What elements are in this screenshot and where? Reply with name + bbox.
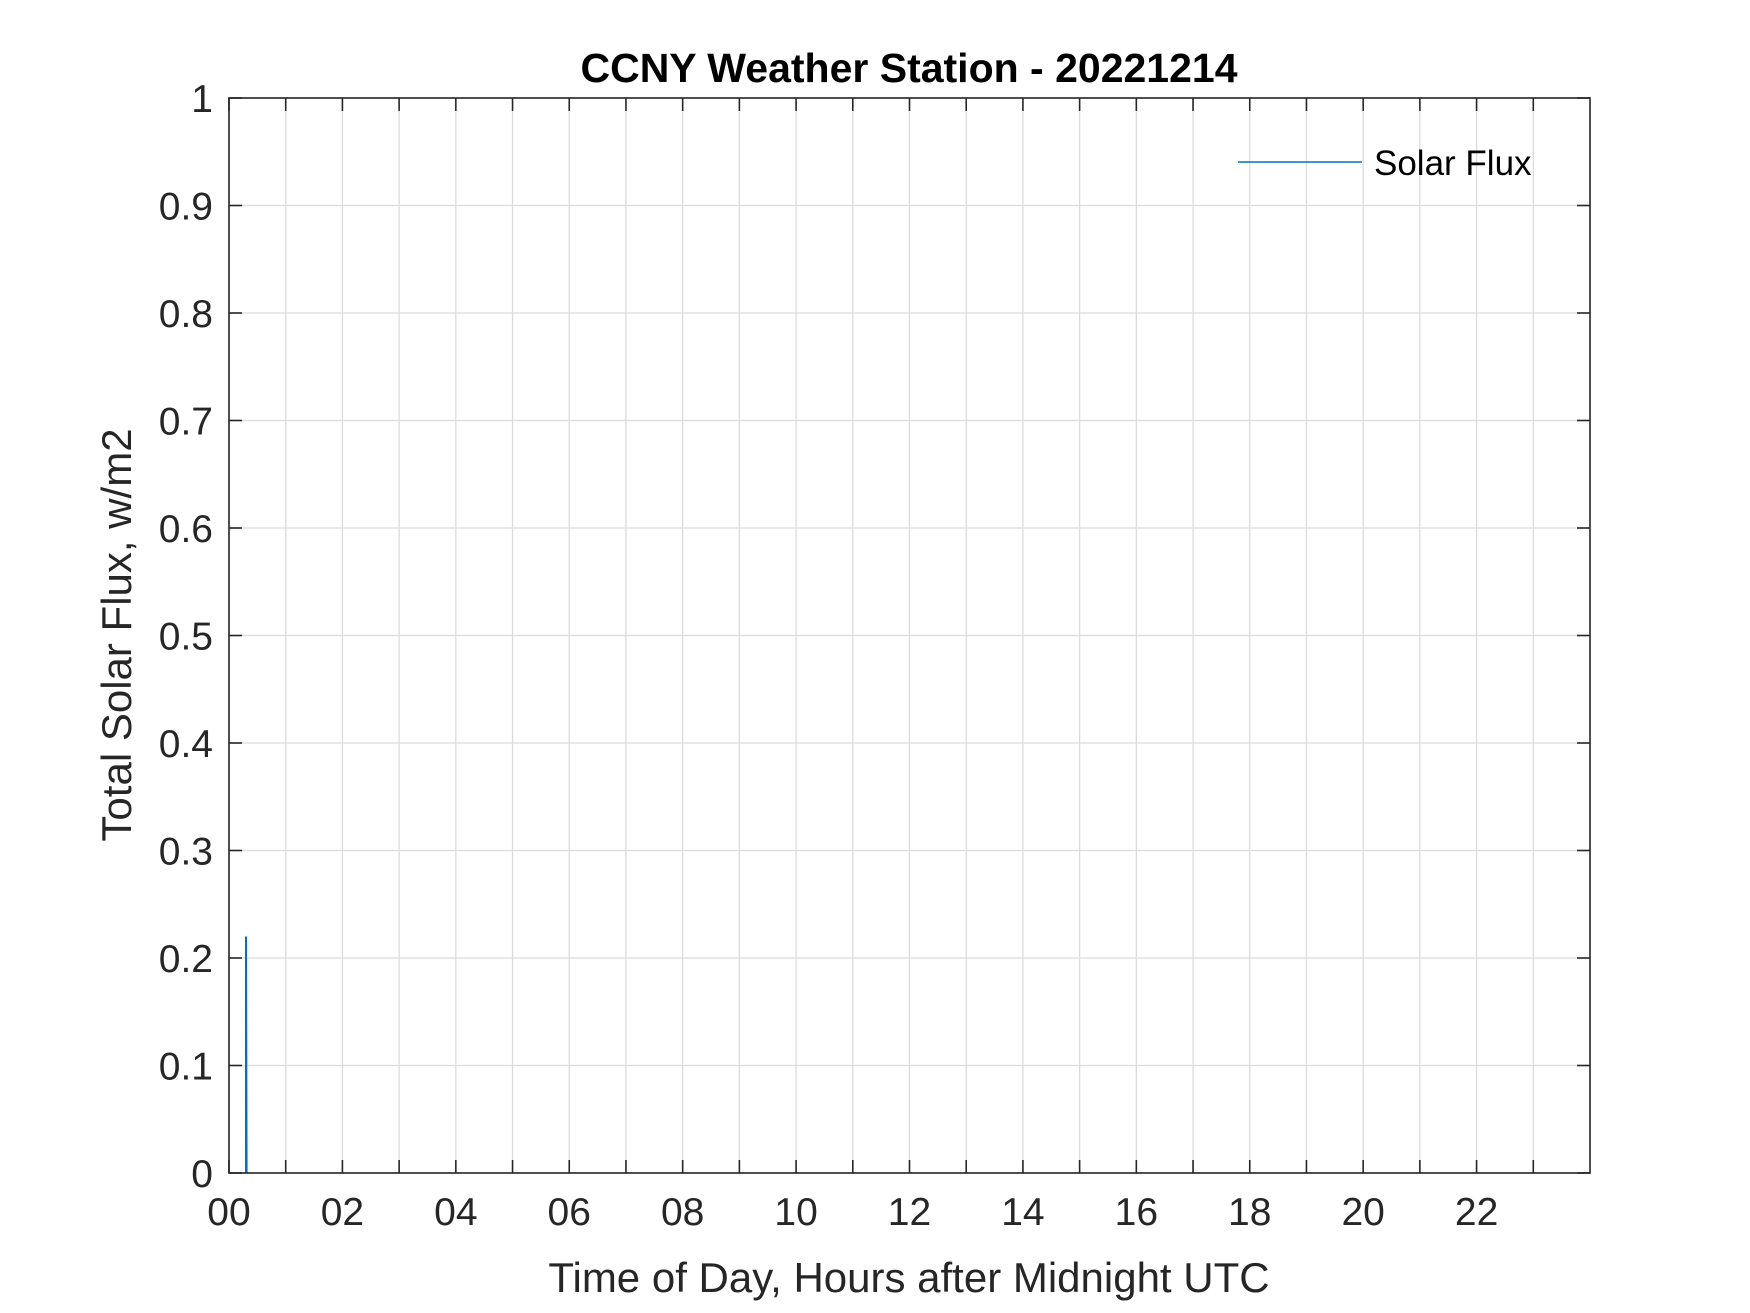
axis-ticks	[228, 97, 1590, 1174]
y-tick-labels: 0 0.1 0.2 0.3 0.4 0.5 0.6 0.7 0.8 0.9 1	[159, 78, 213, 1196]
legend: Solar Flux	[1238, 144, 1532, 183]
y-tick-label: 0.6	[159, 508, 213, 551]
y-tick-label: 0.1	[159, 1046, 213, 1089]
x-tick-label: 12	[888, 1191, 931, 1234]
y-tick-label: 0.5	[159, 616, 213, 659]
x-tick-label: 02	[321, 1191, 364, 1234]
x-tick-label: 20	[1341, 1191, 1384, 1234]
x-tick-label: 22	[1455, 1191, 1498, 1234]
x-tick-label: 06	[548, 1191, 591, 1234]
y-tick-label: 0.8	[159, 293, 213, 336]
x-tick-label: 04	[434, 1191, 477, 1234]
x-tick-label: 18	[1228, 1191, 1271, 1234]
y-tick-label: 0.3	[159, 831, 213, 874]
x-tick-label: 00	[207, 1191, 250, 1234]
y-axis-label: Total Solar Flux, w/m2	[93, 428, 140, 841]
y-tick-label: 0	[191, 1153, 213, 1196]
x-tick-label: 08	[661, 1191, 704, 1234]
x-tick-label: 16	[1115, 1191, 1158, 1234]
chart-title: CCNY Weather Station - 20221214	[580, 45, 1237, 91]
x-tick-labels: 00 02 04 06 08 10 12 14 16 18 20 22	[207, 1191, 1498, 1234]
plot-frame	[228, 97, 1591, 1174]
y-tick-label: 0.2	[159, 938, 213, 981]
y-tick-label: 0.4	[159, 723, 213, 766]
legend-label-solar-flux: Solar Flux	[1374, 144, 1532, 183]
y-tick-label: 1	[191, 78, 213, 121]
y-tick-label: 0.9	[159, 186, 213, 229]
series-line-solar-flux	[245, 936, 248, 1174]
y-tick-label: 0.7	[159, 401, 213, 444]
series-layer	[245, 936, 248, 1174]
x-tick-label: 10	[774, 1191, 817, 1234]
x-tick-label: 14	[1001, 1191, 1044, 1234]
x-axis-label: Time of Day, Hours after Midnight UTC	[548, 1254, 1269, 1301]
